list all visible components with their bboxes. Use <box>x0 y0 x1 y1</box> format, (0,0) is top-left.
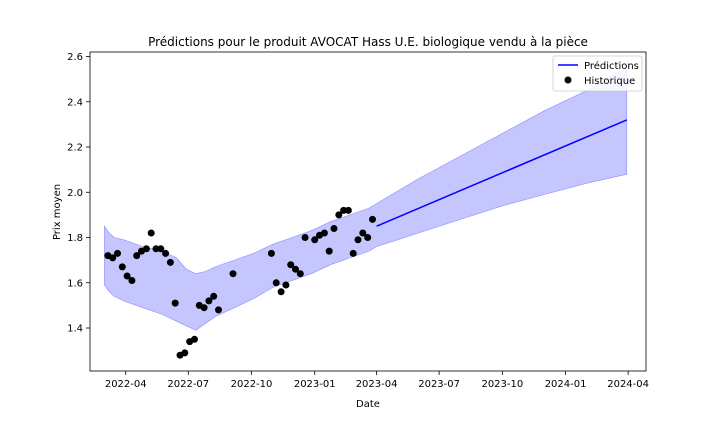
y-axis-title: Prix moyen <box>52 184 63 240</box>
history-point <box>330 225 338 232</box>
legend-label-historique: Historique <box>584 76 635 87</box>
x-tick-label: 2024-04 <box>607 379 649 390</box>
history-point <box>277 288 285 296</box>
history-point <box>359 229 367 237</box>
history-point <box>320 229 328 237</box>
plot-area <box>89 51 647 372</box>
history-point <box>114 249 121 257</box>
history-point <box>128 277 136 284</box>
x-axis-title: Date <box>356 399 380 410</box>
history-point <box>292 265 299 273</box>
chart-title: Prédictions pour le produit AVOCAT Hass … <box>148 35 588 49</box>
history-point <box>311 236 319 244</box>
history-points-layer <box>104 206 376 359</box>
history-point <box>133 252 141 260</box>
history-point <box>118 263 126 271</box>
history-point <box>181 349 189 357</box>
y-tick-label: 1.6 <box>67 278 83 289</box>
history-point <box>267 249 275 257</box>
history-point <box>296 270 304 278</box>
x-axis: 2022-04 2022-07 2022-10 2023-01 2023-04 2023-… <box>105 371 649 390</box>
history-point <box>200 304 208 312</box>
history-point <box>162 249 170 257</box>
legend: Prédictions Historique <box>552 55 643 92</box>
prediction-line-layer <box>376 119 628 227</box>
history-point <box>282 281 290 289</box>
confidence-band-layer <box>104 67 628 331</box>
history-point <box>229 270 237 278</box>
x-tick-label: 2023-07 <box>418 379 460 390</box>
prediction-line <box>376 119 628 227</box>
history-point <box>215 306 222 314</box>
y-axis: 1.4 1.6 1.8 2.0 2.2 2.4 2.6 <box>67 52 90 335</box>
history-point <box>335 211 343 219</box>
x-tick-label: 2023-10 <box>481 379 523 390</box>
history-point <box>166 258 174 266</box>
history-point <box>171 299 179 307</box>
y-tick-label: 2.2 <box>67 143 83 154</box>
history-point <box>301 234 309 241</box>
x-tick-label: 2023-04 <box>356 379 398 390</box>
legend-label-predictions: Prédictions <box>584 60 639 72</box>
history-point <box>344 206 352 214</box>
x-tick-label: 2022-04 <box>105 379 147 390</box>
y-tick-label: 2.6 <box>67 52 83 63</box>
history-point <box>109 254 117 262</box>
history-point <box>157 245 165 253</box>
history-point <box>340 206 348 214</box>
history-point <box>152 245 160 253</box>
history-point <box>325 247 333 255</box>
history-point <box>147 229 155 237</box>
legend-dot-swatch <box>564 76 572 84</box>
history-point <box>210 292 218 300</box>
y-tick-label: 2.0 <box>67 188 83 199</box>
x-tick-label: 2023-01 <box>294 379 336 390</box>
history-point <box>354 236 362 244</box>
history-point <box>123 272 131 280</box>
y-tick-label: 1.8 <box>67 233 83 244</box>
confidence-band <box>104 67 628 331</box>
x-tick-label: 2022-07 <box>167 379 209 390</box>
history-point <box>205 297 213 305</box>
history-point <box>287 261 295 269</box>
y-tick-label: 2.4 <box>67 97 83 108</box>
x-tick-label: 2022-10 <box>231 379 273 390</box>
plot-frame <box>89 51 647 372</box>
history-point <box>272 279 280 287</box>
history-point <box>142 245 150 253</box>
history-point <box>349 249 357 257</box>
y-tick-label: 1.4 <box>67 324 83 335</box>
history-point <box>369 215 376 223</box>
history-point <box>191 335 198 343</box>
x-tick-label: 2024-01 <box>545 379 587 390</box>
history-point <box>364 234 372 241</box>
